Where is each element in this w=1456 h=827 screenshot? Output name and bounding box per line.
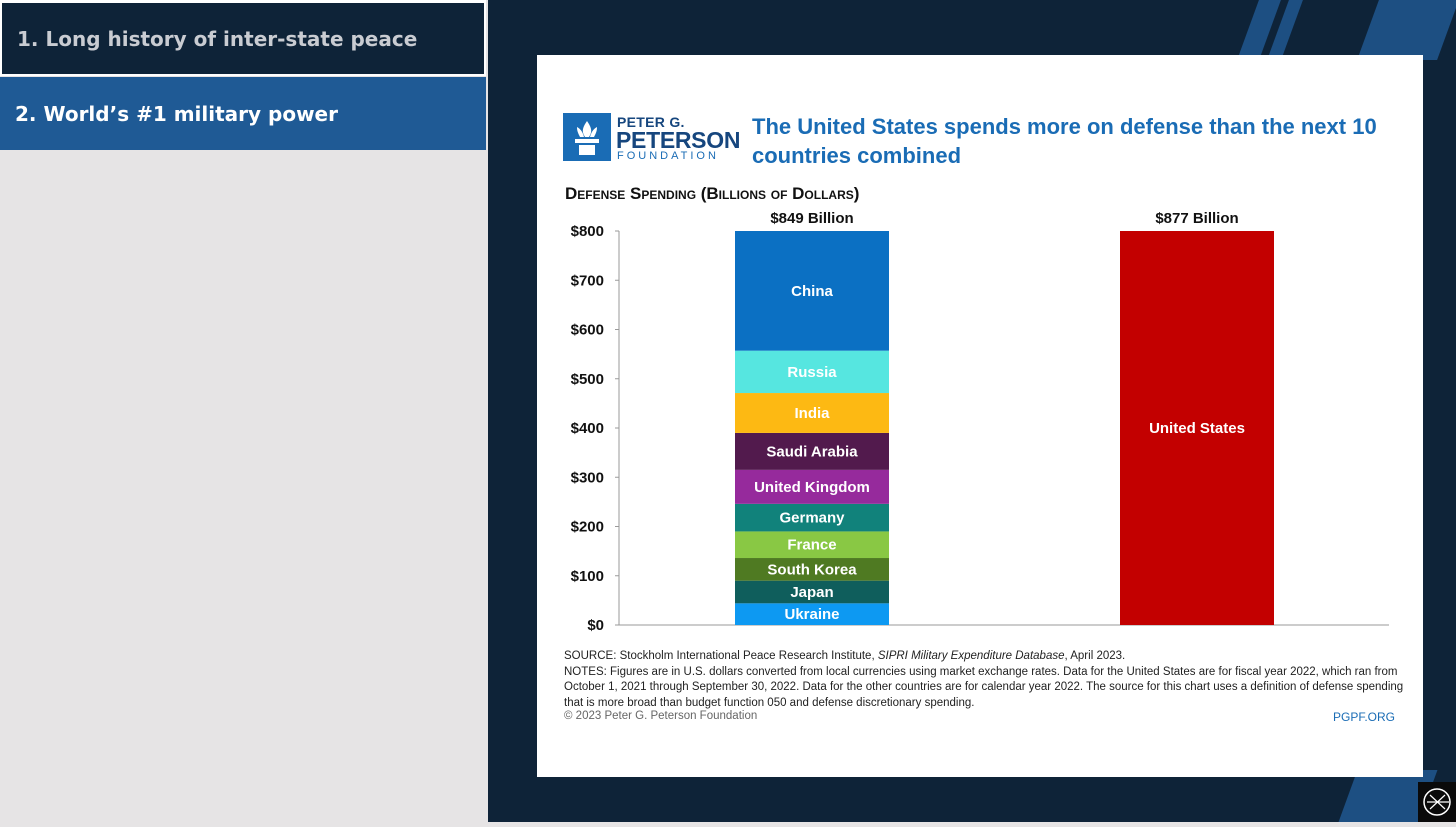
segment-label: South Korea bbox=[767, 561, 857, 578]
y-tick-label: $700 bbox=[571, 272, 604, 289]
segment-label: Japan bbox=[790, 584, 833, 601]
logo-line-1: PETER G. bbox=[617, 114, 685, 130]
segment-label: China bbox=[791, 283, 833, 300]
bar-segment bbox=[735, 558, 889, 581]
outline-item-label: 1. Long history of inter-state peace bbox=[17, 26, 418, 51]
bar-total-label: $877 Billion bbox=[1155, 210, 1238, 227]
logo-line-3: FOUNDATION bbox=[617, 150, 719, 162]
segment-label: United States bbox=[1149, 420, 1245, 437]
bar-segment bbox=[735, 469, 889, 504]
segment-label: Saudi Arabia bbox=[766, 443, 858, 460]
segment-label: Russia bbox=[787, 364, 837, 381]
bar-segment bbox=[735, 393, 889, 433]
bar-segment bbox=[1120, 231, 1274, 625]
segment-label: France bbox=[787, 537, 836, 554]
stacked-bar-chart: $0 $100 $200 $300 $400 $500 $600 $700 $800 Ukrain… bbox=[571, 210, 1389, 634]
bar-segment bbox=[735, 432, 889, 470]
segment-label: Ukraine bbox=[784, 606, 839, 623]
slide-outline-panel: 1. Long history of inter-state peace 2. … bbox=[0, 0, 488, 822]
outline-item-1[interactable]: 1. Long history of inter-state peace bbox=[0, 0, 486, 76]
bar-segment bbox=[735, 531, 889, 559]
segment-label: United Kingdom bbox=[754, 479, 870, 496]
bar-total-label: $849 Billion bbox=[770, 210, 853, 227]
bar-segment bbox=[735, 503, 889, 532]
site-link[interactable]: PGPF.ORG bbox=[1332, 710, 1395, 724]
chart-source-notes: SOURCE: Stockholm International Peace Re… bbox=[564, 649, 1404, 711]
outline-item-label: 2. World’s #1 military power bbox=[15, 101, 338, 126]
y-tick-label: $100 bbox=[571, 568, 604, 585]
y-tick-label: $300 bbox=[571, 469, 604, 486]
bar-segment bbox=[735, 603, 889, 625]
outline-item-2[interactable]: 2. World’s #1 military power bbox=[0, 77, 486, 150]
segment-label: Germany bbox=[779, 510, 845, 527]
bar-segment bbox=[735, 231, 889, 351]
y-tick-label: $0 bbox=[587, 617, 604, 634]
bar-segment bbox=[735, 350, 889, 394]
logo-line-2: PETERSON bbox=[616, 127, 741, 153]
y-tick-label: $600 bbox=[571, 322, 604, 339]
copyright-text: © 2023 Peter G. Peterson Foundation bbox=[564, 710, 758, 722]
chart-headline: The United States spends more on defense… bbox=[752, 114, 1377, 168]
peterson-foundation-logo: PETER G. PETERSON FOUNDATION bbox=[563, 113, 740, 165]
torch-icon bbox=[563, 113, 611, 161]
y-tick-label: $200 bbox=[571, 519, 604, 536]
segment-label: India bbox=[794, 405, 830, 422]
y-tick-label: $800 bbox=[571, 223, 604, 240]
compass-icon[interactable] bbox=[1418, 782, 1456, 822]
y-tick-label: $500 bbox=[571, 371, 604, 388]
chart-card: PETER G. PETERSON FOUNDATION The United … bbox=[537, 55, 1423, 777]
y-tick-label: $400 bbox=[571, 420, 604, 437]
decor-stripe bbox=[1357, 0, 1456, 60]
notes-text: NOTES: Figures are in U.S. dollars conve… bbox=[564, 665, 1404, 709]
bar-segment bbox=[735, 580, 889, 604]
source-line: SOURCE: Stockholm International Peace Re… bbox=[564, 650, 1126, 662]
chart-title: Defense Spending (Billions of Dollars) bbox=[565, 184, 860, 203]
